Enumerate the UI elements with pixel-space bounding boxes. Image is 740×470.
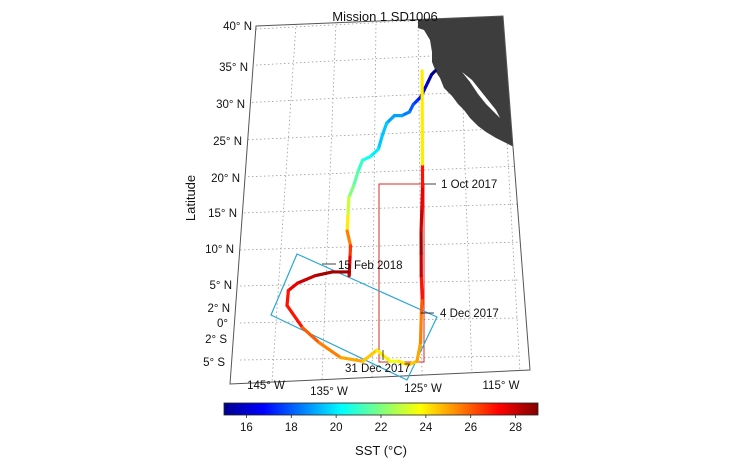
- annotation-arrows: [322, 183, 436, 360]
- lat-tick-35n: 35° N: [219, 62, 248, 74]
- lat-tick-15n: 15° N: [208, 208, 237, 220]
- lat-tick-25n: 25° N: [213, 136, 242, 148]
- track-segment: [418, 311, 423, 345]
- latitude-ticks: 40° N 35° N 30° N 25° N 20° N 15° N 10° …: [203, 21, 252, 369]
- colorbar-tick-label: 22: [375, 422, 388, 434]
- map-background: [230, 16, 530, 384]
- lat-tick-10n: 10° N: [205, 244, 234, 256]
- track-segment: [285, 303, 305, 330]
- baja-peninsula: [462, 72, 500, 118]
- track-segment: [376, 132, 385, 151]
- track-segment: [348, 244, 353, 259]
- lon-tick-125w: 125° W: [404, 383, 442, 395]
- lat-tick-20n: 20° N: [211, 173, 240, 185]
- colorbar-tick-label: 20: [330, 422, 343, 434]
- lat-tick-5n: 5° N: [210, 280, 233, 292]
- lat-tick-5s: 5° S: [203, 357, 225, 369]
- lon-tick-145w: 145° W: [247, 380, 285, 392]
- track-segment: [419, 296, 424, 315]
- map-title: Mission 1 SD1006: [332, 9, 438, 24]
- track-segment: [345, 229, 353, 248]
- track-segment: [346, 195, 351, 218]
- track-segment: [347, 255, 352, 270]
- track-segment: [313, 270, 334, 278]
- lat-tick-40n: 40° N: [223, 21, 252, 33]
- colorbar-tick-label: 28: [509, 422, 522, 434]
- colorbar-label: SST (°C): [355, 443, 407, 458]
- annotation-31-dec-2017: 31 Dec 2017: [345, 363, 410, 375]
- annotation-15-feb-2018: 15 Feb 2018: [338, 260, 403, 272]
- track-segment: [419, 274, 424, 300]
- glider-track: [285, 69, 437, 367]
- track-segment: [368, 147, 380, 159]
- track-segment: [295, 274, 317, 285]
- track-segment: [345, 214, 350, 233]
- colorbar-tick-label: 16: [240, 422, 253, 434]
- y-axis-label: Latitude: [183, 175, 198, 221]
- annotation-1-oct-2017: 1 Oct 2017: [441, 179, 497, 191]
- track-segment: [351, 169, 360, 188]
- track-segment: [356, 158, 365, 174]
- track-segment: [415, 341, 423, 363]
- lat-tick-2n: 2° N: [208, 303, 231, 315]
- colorbar-gradient: [223, 402, 539, 416]
- map-panel: 1 Oct 2017 15 Feb 2018 4 Dec 2017 31 Dec…: [229, 15, 531, 385]
- colorbar-tick-label: 26: [464, 422, 477, 434]
- track-segment: [339, 355, 365, 363]
- track-segment: [301, 326, 321, 345]
- track-segment: [286, 281, 300, 293]
- colorbar: 16 18 20 22 24 26 28 SST (°C): [223, 402, 539, 458]
- lon-tick-135w: 135° W: [310, 386, 348, 398]
- equator-box: [270, 253, 438, 381]
- lat-tick-0: 0°: [217, 318, 228, 330]
- track-segment: [385, 114, 397, 125]
- track-segment: [285, 288, 290, 308]
- land-mass: [418, 16, 520, 150]
- colorbar-ticks: 16 18 20 22 24 26 28: [240, 415, 522, 434]
- lat-tick-2s: 2° S: [205, 334, 227, 346]
- track-segment: [406, 359, 419, 367]
- track-segment: [381, 121, 389, 136]
- map-frame: [229, 15, 531, 385]
- track-segment: [420, 184, 425, 211]
- track-segment: [361, 348, 379, 363]
- colorbar-tick-label: 18: [285, 422, 298, 434]
- track-segment: [397, 359, 410, 367]
- track-segment: [347, 184, 356, 200]
- track-segment: [317, 341, 343, 360]
- track-segment: [419, 207, 424, 233]
- lon-tick-115w: 115° W: [483, 380, 520, 392]
- annotation-4-dec-2017: 4 Dec 2017: [440, 308, 499, 320]
- longitude-ticks: 145° W 135° W 125° W 115° W: [247, 380, 520, 398]
- colorbar-tick-label: 24: [419, 422, 432, 434]
- lat-tick-30n: 30° N: [216, 99, 245, 111]
